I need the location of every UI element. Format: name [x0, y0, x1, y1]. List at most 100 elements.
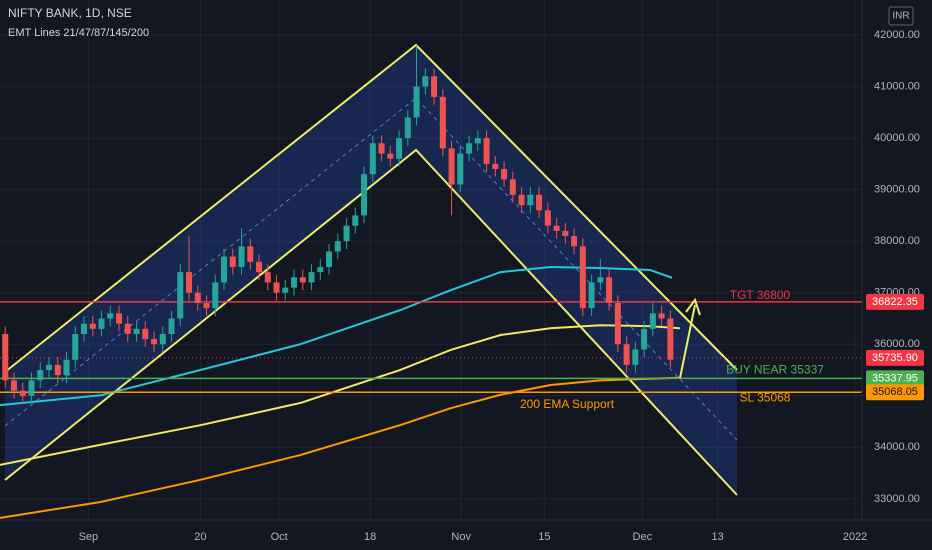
- candle-body: [597, 277, 604, 283]
- candle-body: [632, 349, 639, 365]
- candle-body: [658, 313, 665, 319]
- price-tag: [866, 384, 924, 401]
- price-tag: [866, 349, 924, 366]
- candle-body: [536, 194, 543, 211]
- currency[interactable]: INR: [892, 11, 909, 22]
- channel-fill: [5, 45, 737, 495]
- candle-body: [623, 344, 630, 365]
- candle-body: [457, 153, 464, 185]
- arrow-head: [685, 297, 701, 316]
- candle-body: [63, 359, 70, 376]
- candle-body: [667, 318, 674, 360]
- candle-body: [194, 292, 201, 304]
- candle-body: [588, 282, 595, 309]
- price-tag: [866, 370, 924, 387]
- candle-body: [649, 313, 656, 329]
- candle-body: [544, 210, 551, 226]
- candle-body: [501, 169, 508, 180]
- candle-body: [81, 323, 88, 334]
- candle-body: [413, 86, 420, 118]
- y-tick-label: 41000.00: [874, 80, 920, 92]
- x-tick-label: 13: [711, 531, 723, 543]
- candle-body: [46, 364, 53, 371]
- candle-body: [404, 117, 411, 139]
- candle-body: [37, 370, 44, 381]
- candle-body: [2, 333, 9, 381]
- candle-body: [151, 339, 158, 345]
- price-tag: [866, 293, 924, 310]
- candle-body: [221, 256, 228, 283]
- x-tick-label: 20: [194, 531, 206, 543]
- candle-body: [571, 236, 578, 247]
- candle-body: [19, 390, 26, 396]
- chart-title: NIFTY BANK, 1D, NSE: [8, 6, 132, 20]
- price-tag-label: 35337.95: [872, 372, 918, 384]
- candle-body: [229, 256, 236, 267]
- candle-body: [387, 153, 394, 159]
- candle-body: [72, 333, 79, 360]
- candle-body: [247, 246, 254, 262]
- price-tag-label: 35068.05: [872, 386, 918, 398]
- channel-upper: [4, 43, 738, 373]
- level-label: BUY NEAR 35337: [726, 363, 824, 377]
- candle-body: [186, 272, 193, 293]
- x-tick-label: 2022: [843, 531, 867, 543]
- candle-body: [361, 174, 368, 216]
- candle-body: [343, 225, 350, 242]
- candle-body: [326, 251, 333, 267]
- candle-body: [448, 148, 455, 185]
- level-label: SL 35068: [740, 390, 791, 404]
- candle-body: [264, 272, 271, 283]
- candle-body: [177, 272, 184, 319]
- y-tick-label: 42000.00: [874, 29, 920, 41]
- candle-body: [212, 282, 219, 309]
- candle-body: [422, 76, 429, 87]
- x-tick-label: 18: [364, 531, 376, 543]
- chart-subtitle: EMT Lines 21/47/87/145/200: [8, 27, 149, 39]
- candle-body: [439, 96, 446, 149]
- candle-body: [334, 241, 341, 252]
- levels: TGT 36800 BUY NEAR 35337 SL 35068: [0, 288, 862, 404]
- x-tick-label: Oct: [271, 531, 288, 543]
- annotation: 200 EMA Support: [520, 397, 615, 411]
- candle-body: [142, 328, 149, 340]
- candle-body: [579, 246, 586, 309]
- candle-body: [527, 194, 534, 206]
- candle-body: [98, 318, 105, 329]
- candle-body: [431, 76, 438, 97]
- x-tick-label: Dec: [633, 531, 653, 543]
- candle-body: [562, 230, 569, 237]
- candles: [2, 45, 674, 404]
- candle-body: [352, 215, 359, 226]
- y-tick-label: 33000.00: [874, 493, 920, 505]
- candle-body: [483, 138, 490, 164]
- currency-box[interactable]: [888, 6, 914, 26]
- price-tag-label: 35735.90: [872, 352, 918, 364]
- y-tick-label: 39000.00: [874, 184, 920, 196]
- candle-body: [168, 318, 175, 334]
- candle-body: [124, 323, 131, 334]
- arrow: [679, 297, 701, 379]
- candle-body: [89, 323, 96, 329]
- candle-body: [11, 380, 18, 391]
- candle-body: [282, 287, 289, 293]
- y-tick-label: 36000.00: [874, 338, 920, 350]
- candle-body: [369, 143, 376, 175]
- y-tick-label: 34000.00: [874, 441, 920, 453]
- candle-body: [256, 261, 263, 273]
- candle-body: [396, 138, 403, 159]
- candle-body: [107, 313, 114, 319]
- candle-body: [299, 277, 306, 283]
- x-tick-label: Nov: [451, 531, 471, 543]
- x-tick-label: 15: [538, 531, 550, 543]
- candle-body: [492, 163, 499, 170]
- price-tags: 35735.90 36822.35 35337.95 35068.05: [866, 293, 924, 401]
- candle-body: [203, 303, 210, 309]
- candle-body: [466, 143, 473, 154]
- candle-body: [509, 179, 516, 195]
- y-tick-label: 38000.00: [874, 235, 920, 247]
- candle-body: [606, 277, 613, 304]
- candle-body: [317, 266, 324, 273]
